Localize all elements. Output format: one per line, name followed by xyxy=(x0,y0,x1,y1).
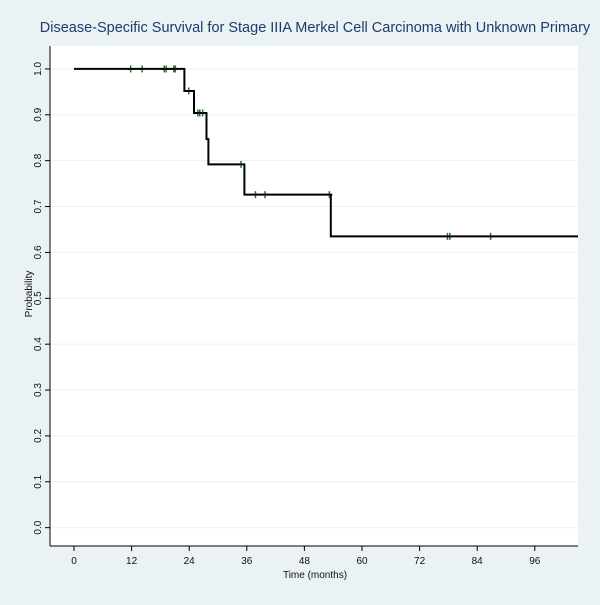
censor-mark xyxy=(326,191,333,199)
censor-mark xyxy=(172,65,179,73)
censor-mark xyxy=(139,65,146,73)
x-tick-label: 84 xyxy=(472,556,484,567)
x-tick-label: 96 xyxy=(529,556,541,567)
censor-mark xyxy=(185,87,192,95)
y-tick-label: 0.5 xyxy=(33,291,44,305)
y-tick-label: 0.2 xyxy=(33,429,44,443)
y-tick-label: 0.0 xyxy=(33,520,44,534)
axes xyxy=(49,46,578,547)
censor-mark xyxy=(238,160,245,168)
y-tick-label: 1.0 xyxy=(33,62,44,76)
y-tick-label: 0.8 xyxy=(33,153,44,167)
x-tick-label: 24 xyxy=(184,556,196,567)
x-tick-label: 12 xyxy=(126,556,138,567)
plot-area xyxy=(50,46,578,546)
x-axis-ticks: 0 12 24 36 48 60 72 84 96 xyxy=(71,546,541,567)
y-tick-label: 0.4 xyxy=(33,337,44,351)
y-tick-label: 0.7 xyxy=(33,199,44,213)
censor-mark xyxy=(127,65,134,73)
x-tick-label: 36 xyxy=(241,556,253,567)
censor-mark xyxy=(252,191,259,199)
censor-marks xyxy=(127,65,494,240)
censor-mark xyxy=(262,191,269,199)
censor-mark xyxy=(199,109,206,117)
x-tick-label: 60 xyxy=(356,556,368,567)
x-axis-label: Time (months) xyxy=(283,570,347,581)
censor-mark xyxy=(446,232,453,240)
y-tick-label: 0.1 xyxy=(33,474,44,488)
x-tick-label: 48 xyxy=(299,556,311,567)
chart-title: Disease-Specific Survival for Stage IIIA… xyxy=(40,20,591,36)
y-tick-label: 0.3 xyxy=(33,383,44,397)
censor-mark xyxy=(163,65,170,73)
y-tick-label: 0.6 xyxy=(33,245,44,259)
y-axis-ticks: 0.0 0.1 0.2 0.3 0.4 0.5 0.6 0.7 0.8 0.9 1.0 xyxy=(33,62,50,535)
x-tick-label: 0 xyxy=(71,556,77,567)
y-tick-label: 0.9 xyxy=(33,107,44,121)
censor-mark xyxy=(487,232,494,240)
x-tick-label: 72 xyxy=(414,556,426,567)
y-axis-label: Probability xyxy=(24,271,35,318)
